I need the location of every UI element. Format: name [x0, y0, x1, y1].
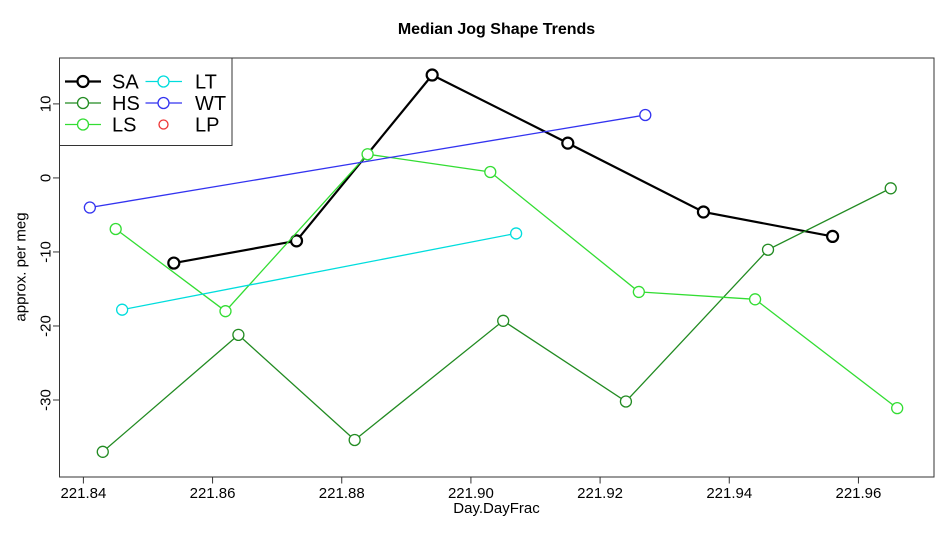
series-point-LS [109, 222, 122, 236]
legend-label-HS: HS [112, 93, 140, 115]
series-line-WT [89, 114, 646, 209]
chart-title: Median Jog Shape Trends [397, 21, 596, 38]
y-tick-label: -20 [38, 315, 55, 337]
series-point-SA [289, 234, 304, 248]
series-point-LS [484, 165, 497, 179]
series-line-HS [102, 187, 891, 453]
series-point-WT [83, 201, 97, 214]
y-tick-label: -30 [38, 389, 55, 411]
series-point-LS [748, 293, 762, 306]
series-line-LS [115, 153, 898, 409]
legend-marker-SA [76, 74, 90, 89]
series-point-LS [632, 285, 645, 299]
legend-label-SA: SA [112, 72, 139, 94]
x-tick-label: 221.94 [706, 485, 752, 502]
series-point-LT [509, 227, 523, 240]
series-point-SA [561, 136, 575, 150]
legend-label-LP: LP [195, 115, 219, 137]
series-point-WT [639, 108, 652, 122]
series-point-HS [619, 395, 633, 408]
legend-marker-LS [76, 118, 90, 131]
series-point-HS [96, 445, 109, 458]
series-line-LT [121, 232, 517, 311]
x-axis-label: Day.DayFrac [453, 500, 540, 517]
x-tick-label: 221.92 [577, 485, 623, 502]
x-tick-label: 221.86 [190, 485, 236, 502]
legend-marker-HS [76, 96, 90, 110]
legend-marker-LT [157, 75, 170, 88]
series-point-LS [219, 305, 232, 318]
x-tick-label: 221.96 [835, 485, 881, 502]
series-point-HS [348, 433, 361, 447]
series-point-HS [232, 328, 245, 342]
legend-marker-LP [158, 119, 169, 130]
legend-label-LS: LS [112, 115, 136, 137]
series-point-SA [425, 68, 439, 82]
series-point-SA [825, 229, 840, 244]
x-tick-label: 221.88 [319, 485, 365, 502]
legend-label-WT: WT [195, 93, 226, 115]
series-point-SA [696, 205, 711, 219]
plot-box [59, 57, 935, 478]
legend-marker-WT [157, 96, 170, 110]
series-point-HS [761, 243, 775, 256]
x-tick-label: 221.84 [60, 485, 106, 502]
series-point-LS [891, 402, 904, 415]
series-point-LS [361, 148, 374, 161]
series-point-SA [167, 256, 181, 270]
y-tick-label: 0 [38, 174, 55, 182]
series-point-HS [497, 314, 510, 327]
y-axis-label: approx. per meg [12, 212, 30, 322]
series-point-LT [115, 303, 129, 316]
y-tick-label: -10 [38, 241, 55, 263]
series-line-SA [173, 73, 833, 265]
x-tick-label: 221.90 [448, 485, 494, 502]
y-tick-label: 10 [38, 96, 55, 113]
series-point-HS [884, 182, 897, 195]
legend-label-LT: LT [195, 72, 217, 94]
